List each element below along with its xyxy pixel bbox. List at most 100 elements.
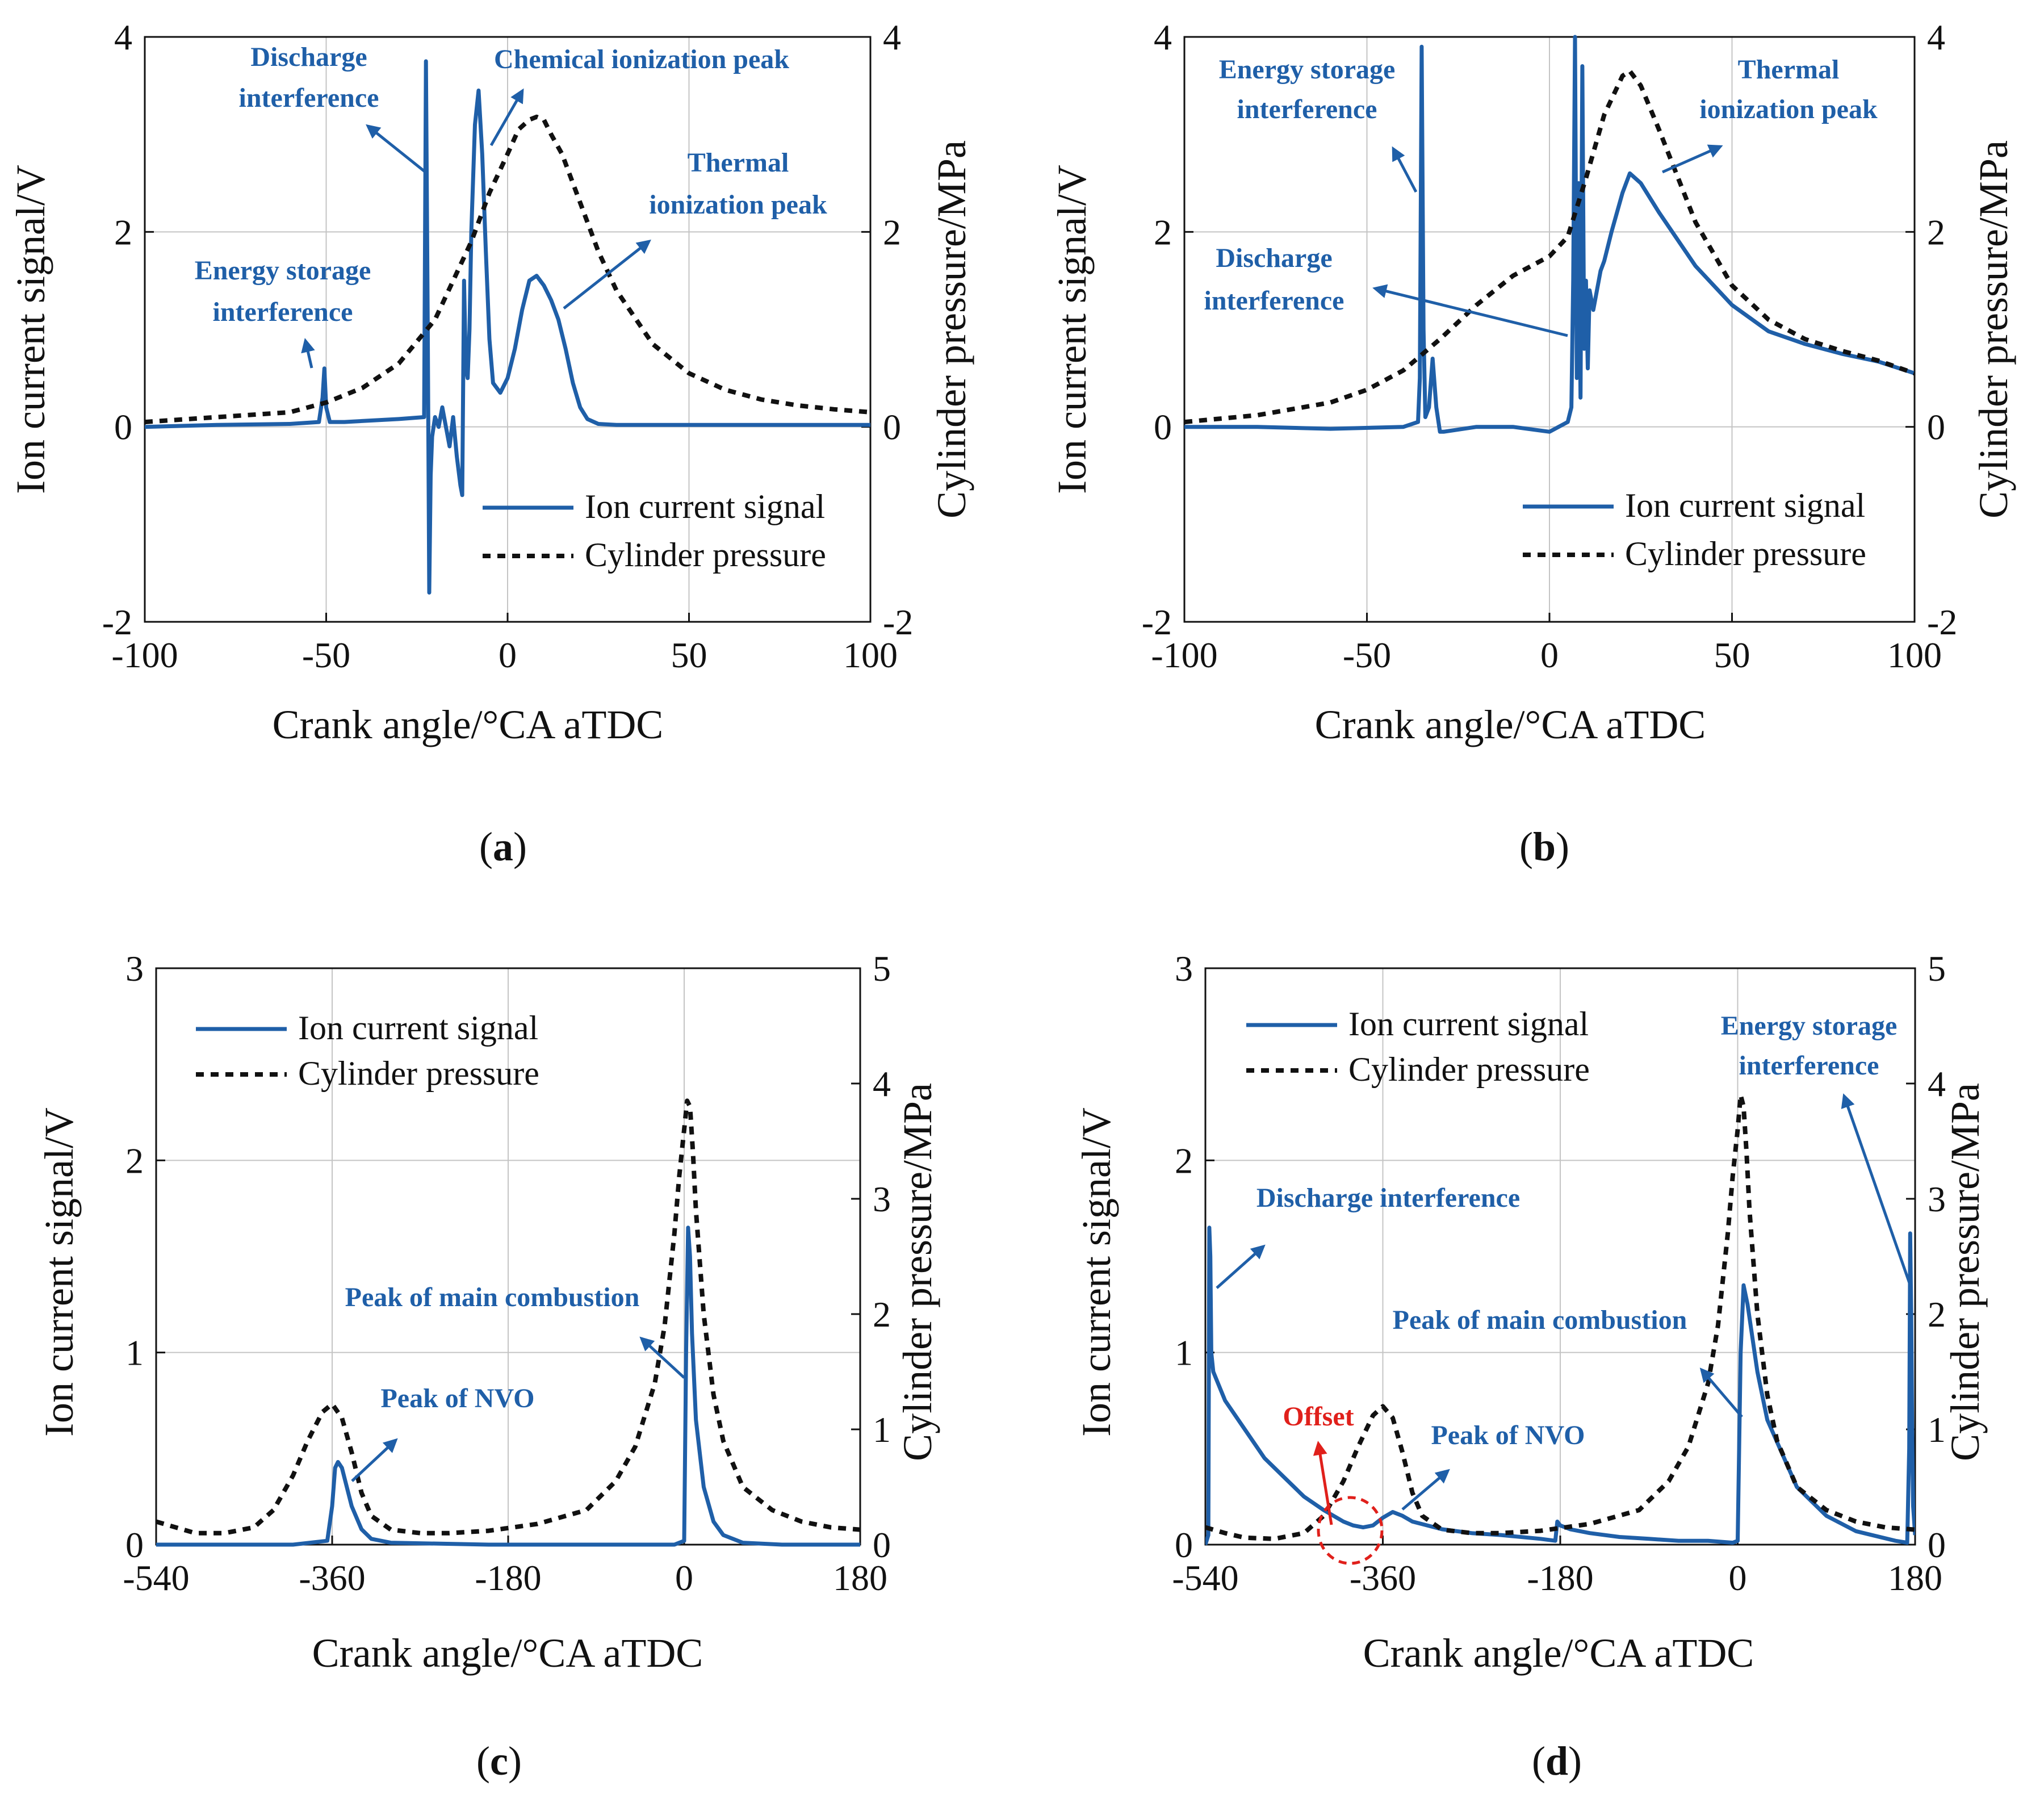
x-tick-label: -50 [1343, 635, 1391, 675]
annotation-text: Peak of main combustion [1393, 1305, 1687, 1335]
y2-tick-label: 1 [873, 1409, 891, 1450]
y2-tick-label: 4 [883, 17, 901, 57]
y2-tick-label: 0 [873, 1525, 891, 1565]
y-tick-label: 3 [125, 948, 144, 989]
y2-axis-title: Cylinder pressure/MPa [1971, 140, 2016, 518]
x-tick-label: -180 [1527, 1558, 1593, 1598]
y-axis-title: Ion current signal/V [1049, 165, 1095, 494]
annotation-arrow [1401, 1469, 1450, 1511]
annotation-text: Discharge interference [1256, 1183, 1520, 1213]
annotation-text: Energy storage [195, 256, 371, 286]
y2-tick-label: 3 [1928, 1179, 1946, 1219]
x-tick-label: 0 [499, 635, 517, 675]
annotation-text: interference [1204, 286, 1344, 316]
annotation-arrow [639, 1336, 685, 1379]
annotation-text: Discharge [250, 42, 367, 72]
annotation-arrow [1313, 1441, 1333, 1525]
x-axis-title: Crank angle/°CA aTDC [273, 702, 664, 747]
y2-tick-label: 2 [873, 1294, 891, 1335]
y-axis-title: Ion current signal/V [1074, 1107, 1119, 1437]
x-tick-label: -100 [111, 635, 178, 675]
y2-tick-label: 5 [873, 948, 891, 989]
annotation-arrow [1372, 284, 1568, 337]
y2-tick-label: 0 [1928, 1525, 1946, 1565]
cylinder-pressure-line [156, 1098, 860, 1536]
panel-label: (a) [479, 824, 527, 869]
panel-letter: d [1545, 1738, 1568, 1784]
y-axis-title: Ion current signal/V [36, 1107, 82, 1437]
annotation-text: Peak of NVO [1431, 1420, 1585, 1450]
y2-axis-title: Cylinder pressure/MPa [895, 1083, 940, 1461]
annotation-text: interference [1237, 94, 1377, 124]
panel-letter: b [1533, 824, 1556, 869]
x-axis-title: Crank angle/°CA aTDC [1315, 702, 1706, 747]
y-tick-label: 0 [114, 407, 132, 447]
annotation-text: Peak of NVO [380, 1383, 534, 1413]
annotation-arrow [1699, 1367, 1743, 1418]
annotation-text: interference [213, 297, 353, 327]
annotation-text: Energy storage [1219, 55, 1396, 85]
y2-tick-label: -2 [1927, 602, 1957, 642]
ion-current-line [1205, 1225, 1915, 1546]
x-axis-title: Crank angle/°CA aTDC [312, 1630, 703, 1676]
y2-tick-label: 4 [1928, 1064, 1946, 1104]
x-tick-label: 0 [1540, 635, 1559, 675]
annotation-text: Thermal [1738, 55, 1840, 85]
panel-letter: a [493, 824, 513, 869]
y2-axis-title: Cylinder pressure/MPa [929, 140, 974, 518]
annotation-arrow [1392, 146, 1418, 193]
annotation-arrow [1661, 144, 1723, 174]
panel-label: (b) [1519, 824, 1569, 869]
y2-tick-label: 4 [1927, 17, 1945, 57]
annotation-text: Offset [1283, 1402, 1354, 1432]
annotation-text: interference [239, 83, 379, 113]
legend-label-ion: Ion current signal [1348, 1005, 1589, 1043]
x-tick-label: 0 [675, 1558, 693, 1598]
x-tick-label: 0 [1729, 1558, 1747, 1598]
legend-label-pressure: Cylinder pressure [1348, 1051, 1590, 1088]
y-tick-label: 1 [1175, 1333, 1193, 1373]
legend-label-pressure: Cylinder pressure [298, 1055, 539, 1092]
y2-tick-label: 3 [873, 1179, 891, 1219]
x-tick-label: -180 [475, 1558, 541, 1598]
ion-current-line [145, 59, 870, 595]
legend-label-ion: Ion current signal [298, 1009, 538, 1047]
x-tick-label: 100 [843, 635, 898, 675]
legend-label-pressure: Cylinder pressure [1625, 535, 1866, 572]
y-tick-label: 0 [1154, 407, 1172, 447]
annotation-text: interference [1739, 1051, 1879, 1081]
annotation-arrow [489, 88, 524, 147]
annotation-text: ionization peak [649, 190, 827, 220]
y-tick-label: 2 [114, 212, 132, 252]
y2-tick-label: -2 [883, 602, 913, 642]
y2-tick-label: 5 [1928, 948, 1946, 989]
annotation-arrow [1216, 1244, 1266, 1289]
x-tick-label: 100 [1887, 635, 1942, 675]
cylinder-pressure-line [145, 114, 870, 425]
x-axis-title: Crank angle/°CA aTDC [1363, 1630, 1754, 1676]
panel-label: (d) [1532, 1738, 1582, 1784]
x-tick-label: 180 [833, 1558, 887, 1598]
x-tick-label: 50 [671, 635, 707, 675]
y-tick-label: 2 [125, 1140, 144, 1181]
y-tick-label: 3 [1175, 948, 1193, 989]
legend-label-ion: Ion current signal [1625, 487, 1865, 524]
y2-tick-label: 4 [873, 1064, 891, 1104]
annotation-arrow [563, 239, 651, 309]
legend-label-pressure: Cylinder pressure [585, 536, 826, 574]
annotation-text: Discharge [1216, 243, 1332, 273]
y-tick-label: 4 [114, 17, 132, 57]
annotation-text: Chemical ionization peak [494, 44, 789, 74]
annotation-text: Energy storage [1721, 1011, 1898, 1041]
y2-tick-label: 0 [883, 407, 901, 447]
y2-tick-label: 1 [1928, 1409, 1946, 1450]
offset-highlight-circle [1317, 1496, 1384, 1565]
y-tick-label: 2 [1175, 1140, 1193, 1181]
panel-letter: c [490, 1738, 508, 1784]
legend-label-ion: Ion current signal [585, 488, 825, 525]
y2-tick-label: 2 [883, 212, 901, 252]
